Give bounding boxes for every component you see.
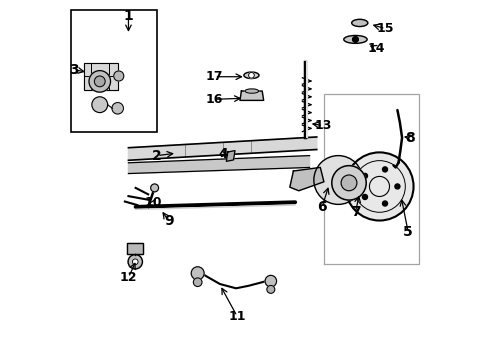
Ellipse shape xyxy=(245,89,259,93)
Bar xyxy=(127,243,143,253)
Circle shape xyxy=(267,285,275,293)
Circle shape xyxy=(92,97,108,113)
Text: 4: 4 xyxy=(219,147,228,161)
Polygon shape xyxy=(128,137,317,160)
Circle shape xyxy=(341,175,357,191)
Ellipse shape xyxy=(352,19,368,27)
Polygon shape xyxy=(240,91,264,100)
Circle shape xyxy=(332,166,366,200)
Text: 3: 3 xyxy=(69,63,78,77)
Text: 9: 9 xyxy=(164,214,174,228)
Circle shape xyxy=(314,156,363,204)
Text: 2: 2 xyxy=(152,149,162,163)
Polygon shape xyxy=(290,167,324,191)
Bar xyxy=(84,63,118,90)
Circle shape xyxy=(132,259,138,265)
Polygon shape xyxy=(128,156,310,174)
Text: 6: 6 xyxy=(318,200,327,214)
Ellipse shape xyxy=(244,72,259,78)
Bar xyxy=(127,243,143,253)
Circle shape xyxy=(128,255,143,269)
Circle shape xyxy=(363,194,368,199)
Circle shape xyxy=(265,275,276,287)
Text: 7: 7 xyxy=(351,205,360,219)
Circle shape xyxy=(363,174,368,179)
Text: 8: 8 xyxy=(405,131,415,145)
Text: 12: 12 xyxy=(120,271,137,284)
Bar xyxy=(71,10,157,132)
Text: 5: 5 xyxy=(403,225,413,239)
Circle shape xyxy=(383,201,388,206)
Ellipse shape xyxy=(344,36,367,43)
Circle shape xyxy=(191,267,204,280)
Text: 1: 1 xyxy=(123,9,133,23)
Circle shape xyxy=(248,72,254,78)
Circle shape xyxy=(112,103,123,114)
Polygon shape xyxy=(226,150,235,161)
Text: 16: 16 xyxy=(206,93,223,106)
Circle shape xyxy=(114,71,124,81)
Circle shape xyxy=(395,184,400,189)
Bar xyxy=(84,63,118,90)
Circle shape xyxy=(95,76,105,87)
Circle shape xyxy=(383,167,388,172)
Text: 11: 11 xyxy=(228,310,246,323)
Text: 17: 17 xyxy=(206,70,223,83)
Circle shape xyxy=(194,278,202,287)
Circle shape xyxy=(353,37,358,42)
Circle shape xyxy=(89,71,111,92)
Text: 15: 15 xyxy=(377,22,394,35)
Text: 14: 14 xyxy=(367,41,385,54)
Text: 13: 13 xyxy=(315,119,332,132)
Circle shape xyxy=(345,152,414,221)
Circle shape xyxy=(151,184,159,192)
Text: 10: 10 xyxy=(145,196,162,209)
